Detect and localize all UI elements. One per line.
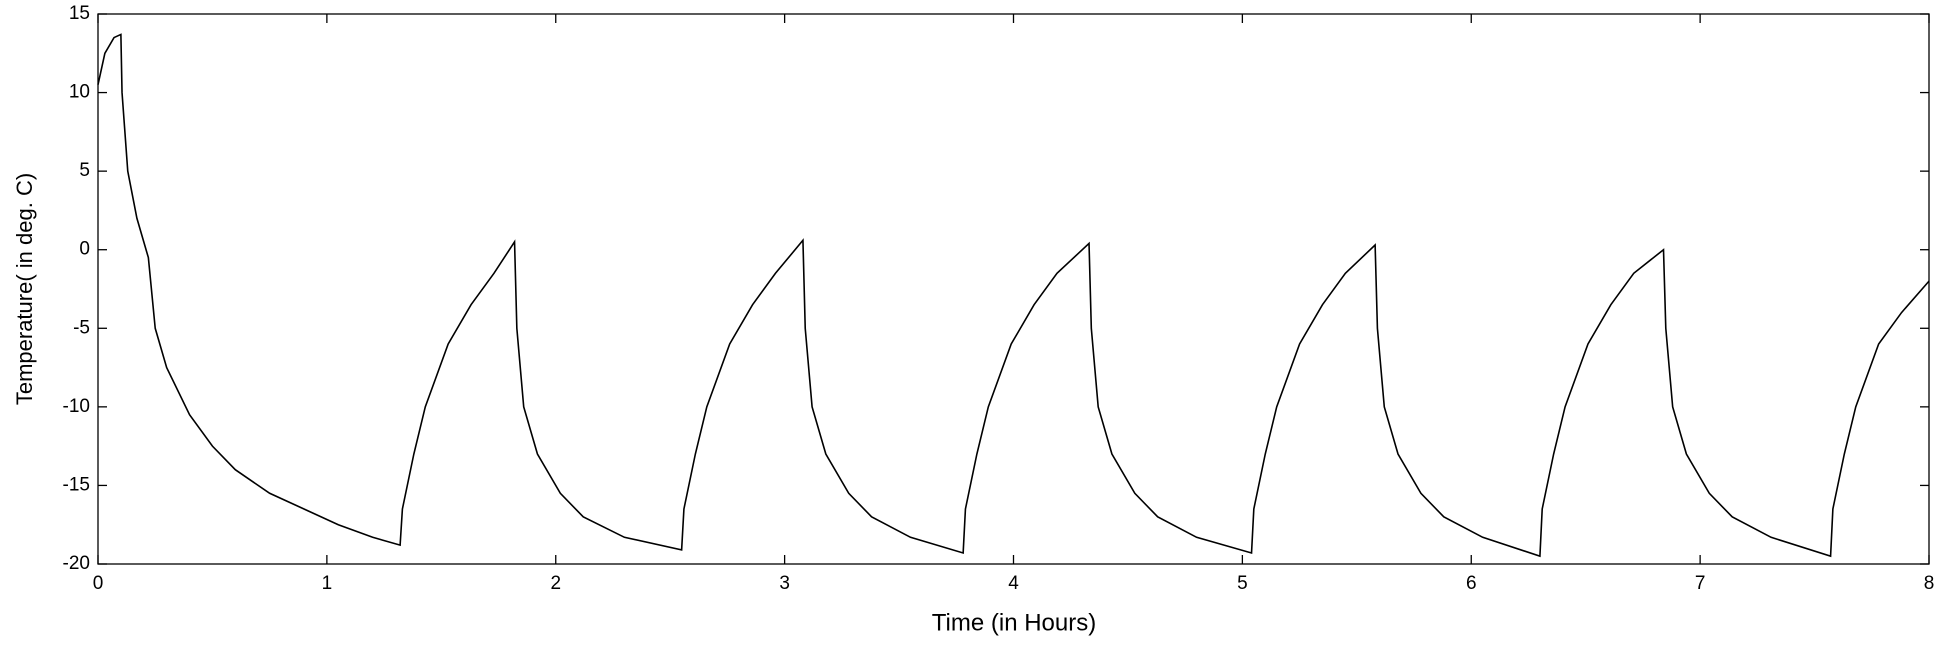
- y-tick-label: -20: [63, 553, 90, 574]
- x-tick-label: 3: [779, 573, 790, 594]
- y-tick-label: -15: [63, 474, 90, 495]
- y-tick-label: 0: [79, 239, 90, 260]
- x-tick-label: 5: [1237, 573, 1248, 594]
- x-tick-label: 6: [1466, 573, 1477, 594]
- x-axis-label: Time (in Hours): [932, 609, 1096, 636]
- y-tick-label: -5: [73, 317, 90, 338]
- plot-frame: [97, 13, 1930, 565]
- x-tick-label: 7: [1695, 573, 1706, 594]
- data-line: [97, 33, 1930, 558]
- y-tick-label: 10: [69, 82, 90, 103]
- x-tick-label: 1: [322, 573, 333, 594]
- x-tick-label: 4: [1008, 573, 1019, 594]
- x-tick-label: 8: [1924, 573, 1935, 594]
- x-tick-label: 2: [550, 573, 561, 594]
- y-axis-label: Temperature( in deg. C): [12, 173, 37, 405]
- y-tick-label: -10: [63, 396, 90, 417]
- y-tick-label: 15: [69, 3, 90, 24]
- x-tick-label: 0: [93, 573, 104, 594]
- y-tick-label: 5: [79, 160, 90, 181]
